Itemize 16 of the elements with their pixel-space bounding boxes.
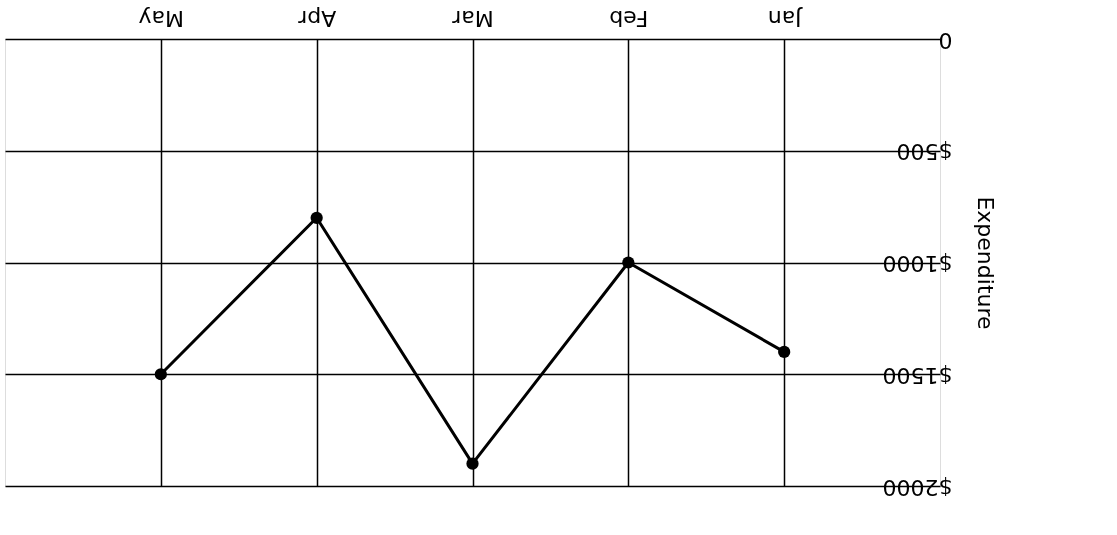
x-tick-label: Apr xyxy=(297,5,337,31)
point xyxy=(466,457,479,470)
point xyxy=(310,211,323,224)
x-tick-label: May xyxy=(138,5,185,31)
point xyxy=(622,256,635,269)
y-tick-label: $2000 xyxy=(882,474,953,500)
point xyxy=(778,345,791,359)
y-tick-label: 0 xyxy=(938,27,953,53)
x-tick-label: Mar xyxy=(451,5,494,31)
point xyxy=(154,368,167,381)
y-axis-title: Expenditure xyxy=(972,196,998,330)
y-tick-label: $1500 xyxy=(882,362,953,388)
x-tick-label: Feb xyxy=(609,5,649,31)
y-tick-label: $1000 xyxy=(882,251,953,276)
x-tick-label: Jan xyxy=(767,5,804,31)
y-tick-label: $500 xyxy=(896,139,953,165)
